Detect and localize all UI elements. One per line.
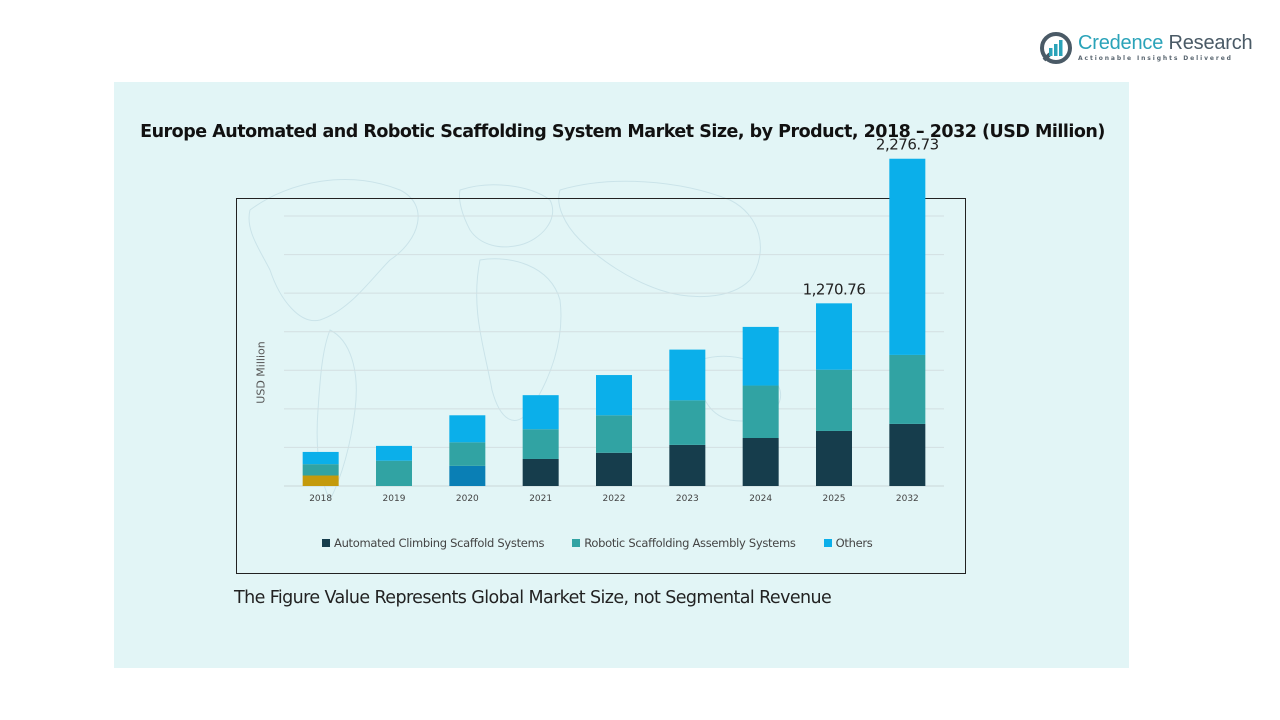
bar-segment-2019-robotic-scaffolding-assembly-systems[interactable] bbox=[376, 460, 412, 486]
brand-logo: Credence Research Actionable Insights De… bbox=[1040, 30, 1260, 70]
x-tick-label: 2023 bbox=[676, 494, 699, 504]
bar-segment-2020-automated-climbing-scaffold-systems[interactable] bbox=[449, 465, 486, 486]
bar-segment-2032-robotic-scaffolding-assembly-systems[interactable] bbox=[889, 354, 926, 424]
chart-title: Europe Automated and Robotic Scaffolding… bbox=[140, 122, 1105, 142]
bar-segment-2022-automated-climbing-scaffold-systems[interactable] bbox=[596, 452, 632, 486]
bar-segment-2018-robotic-scaffolding-assembly-systems[interactable] bbox=[302, 464, 339, 476]
bar-segment-2021-others[interactable] bbox=[522, 395, 559, 430]
brand-name: Credence Research bbox=[1078, 32, 1253, 55]
bar-segment-2024-automated-climbing-scaffold-systems[interactable] bbox=[742, 437, 779, 486]
x-tick-label: 2019 bbox=[383, 494, 406, 504]
bar-segment-2032-others[interactable] bbox=[889, 158, 926, 355]
bar-segment-2022-others[interactable] bbox=[596, 375, 632, 416]
data-label-2025: 1,270.76 bbox=[803, 280, 866, 298]
legend-item-automated-climbing[interactable]: Automated Climbing Scaffold Systems bbox=[322, 536, 544, 550]
bar-segment-2024-others[interactable] bbox=[742, 326, 779, 386]
x-tick-label: 2021 bbox=[529, 494, 552, 504]
footnote: The Figure Value Represents Global Marke… bbox=[234, 588, 832, 608]
legend-item-others[interactable]: Others bbox=[823, 536, 873, 550]
bar-segment-2024-robotic-scaffolding-assembly-systems[interactable] bbox=[742, 385, 779, 438]
bar-segment-2021-automated-climbing-scaffold-systems[interactable] bbox=[522, 458, 559, 486]
brand-name-part1: Credence bbox=[1078, 32, 1164, 54]
chart-panel bbox=[114, 82, 1129, 668]
x-tick-label: 2018 bbox=[309, 494, 332, 504]
x-tick-label: 2024 bbox=[749, 494, 772, 504]
legend-label: Others bbox=[835, 536, 873, 550]
x-tick-label: 2032 bbox=[896, 494, 919, 504]
chart-legend: Automated Climbing Scaffold Systems Robo… bbox=[322, 536, 873, 550]
x-tick-label: 2020 bbox=[456, 494, 479, 504]
legend-label: Robotic Scaffolding Assembly Systems bbox=[584, 536, 796, 550]
bar-segment-2032-automated-climbing-scaffold-systems[interactable] bbox=[889, 423, 926, 486]
bar-segment-2019-others[interactable] bbox=[376, 445, 412, 461]
legend-swatch bbox=[322, 539, 330, 547]
y-axis-label: USD Million bbox=[254, 341, 268, 404]
data-label-2032: 2,276.73 bbox=[876, 136, 939, 154]
legend-swatch bbox=[823, 539, 832, 547]
brand-tagline: Actionable Insights Delivered bbox=[1078, 55, 1233, 62]
x-tick-label: 2025 bbox=[823, 494, 846, 504]
legend-swatch bbox=[572, 539, 581, 547]
bar-segment-2020-robotic-scaffolding-assembly-systems[interactable] bbox=[449, 442, 486, 466]
legend-item-robotic-assembly[interactable]: Robotic Scaffolding Assembly Systems bbox=[572, 536, 796, 550]
bar-segment-2020-others[interactable] bbox=[449, 415, 486, 443]
bar-segment-2025-others[interactable] bbox=[816, 303, 852, 370]
bar-segment-2018-others[interactable] bbox=[302, 451, 339, 465]
bar-segment-2025-robotic-scaffolding-assembly-systems[interactable] bbox=[816, 369, 852, 431]
bar-segment-2023-robotic-scaffolding-assembly-systems[interactable] bbox=[669, 400, 706, 445]
bar-segment-2023-automated-climbing-scaffold-systems[interactable] bbox=[669, 444, 706, 486]
bar-segment-2018-automated-climbing-scaffold-systems[interactable] bbox=[302, 475, 339, 486]
legend-label: Automated Climbing Scaffold Systems bbox=[334, 536, 545, 550]
chart-frame bbox=[236, 198, 966, 574]
bar-segment-2022-robotic-scaffolding-assembly-systems[interactable] bbox=[596, 415, 632, 453]
credence-logo-icon bbox=[1040, 32, 1072, 64]
x-tick-label: 2022 bbox=[603, 494, 626, 504]
brand-name-part2: Research bbox=[1163, 32, 1253, 54]
bar-segment-2025-automated-climbing-scaffold-systems[interactable] bbox=[816, 430, 852, 486]
bar-segment-2023-others[interactable] bbox=[669, 349, 706, 401]
bar-segment-2021-robotic-scaffolding-assembly-systems[interactable] bbox=[522, 429, 559, 459]
